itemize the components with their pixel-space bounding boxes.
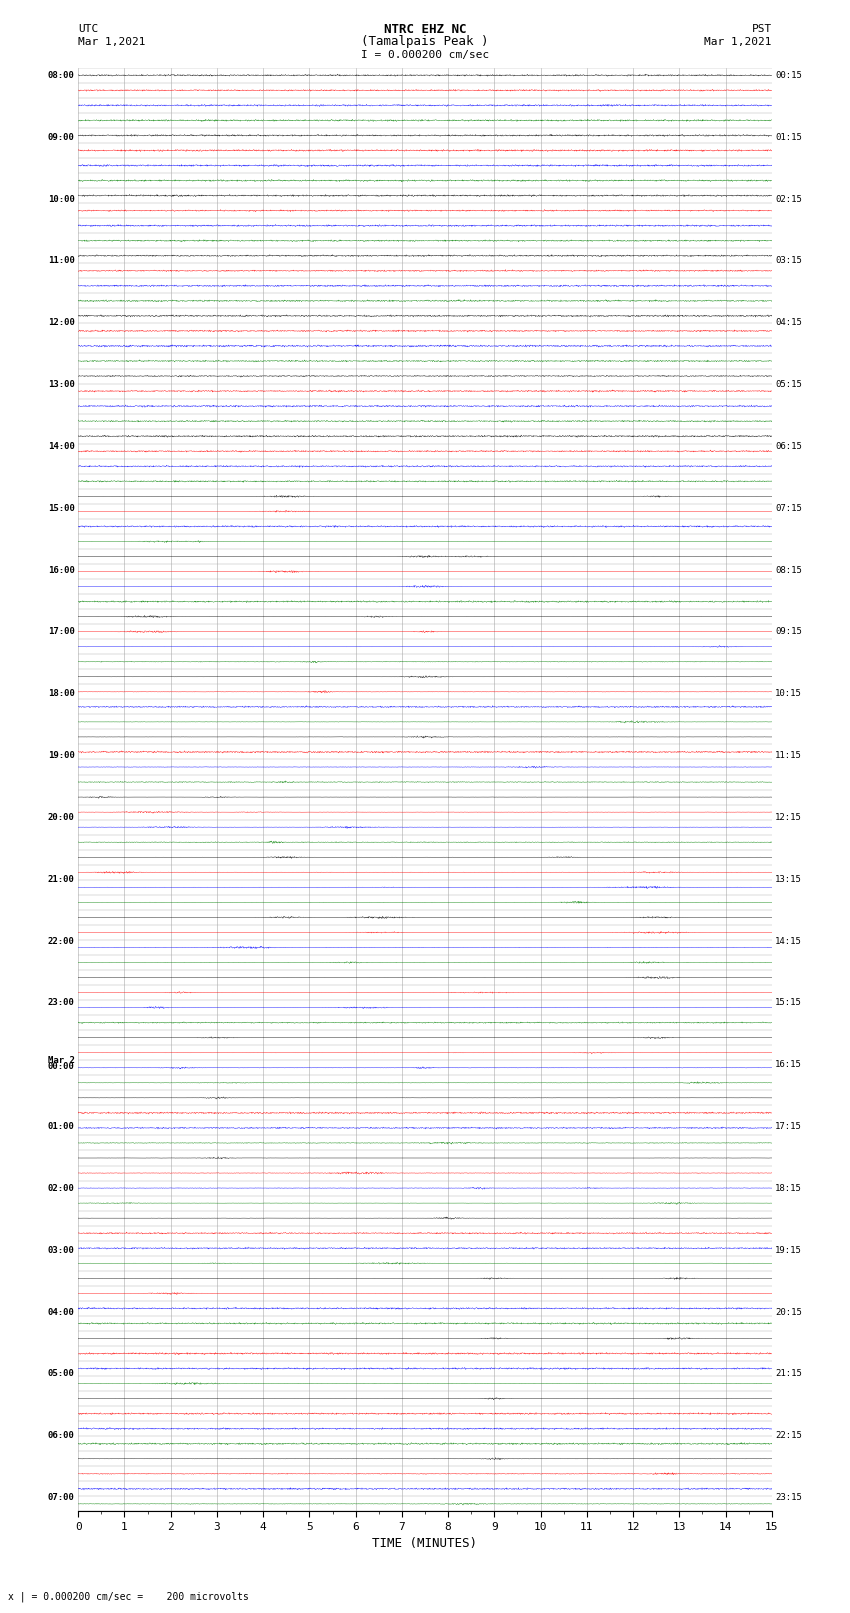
Text: (Tamalpais Peak ): (Tamalpais Peak )	[361, 35, 489, 48]
Text: 21:15: 21:15	[775, 1369, 802, 1379]
Text: 03:15: 03:15	[775, 256, 802, 266]
Text: 20:00: 20:00	[48, 813, 75, 823]
Text: 10:15: 10:15	[775, 689, 802, 698]
Text: 23:00: 23:00	[48, 998, 75, 1008]
Text: 07:00: 07:00	[48, 1494, 75, 1502]
Text: 17:15: 17:15	[775, 1123, 802, 1131]
Text: 08:00: 08:00	[48, 71, 75, 81]
Text: 08:15: 08:15	[775, 566, 802, 574]
Text: 10:00: 10:00	[48, 195, 75, 203]
Text: 11:00: 11:00	[48, 256, 75, 266]
Text: 18:00: 18:00	[48, 689, 75, 698]
Text: 05:00: 05:00	[48, 1369, 75, 1379]
Text: 09:15: 09:15	[775, 627, 802, 637]
Text: 06:00: 06:00	[48, 1431, 75, 1440]
Text: 23:15: 23:15	[775, 1494, 802, 1502]
Text: 14:00: 14:00	[48, 442, 75, 452]
Text: 07:15: 07:15	[775, 503, 802, 513]
Text: 02:15: 02:15	[775, 195, 802, 203]
Text: NTRC EHZ NC: NTRC EHZ NC	[383, 23, 467, 35]
Text: UTC: UTC	[78, 24, 99, 34]
Text: Mar 1,2021: Mar 1,2021	[78, 37, 145, 47]
Text: Mar 2: Mar 2	[48, 1055, 75, 1065]
Text: x | = 0.000200 cm/sec =    200 microvolts: x | = 0.000200 cm/sec = 200 microvolts	[8, 1592, 249, 1602]
X-axis label: TIME (MINUTES): TIME (MINUTES)	[372, 1537, 478, 1550]
Text: 02:00: 02:00	[48, 1184, 75, 1194]
Text: 19:15: 19:15	[775, 1245, 802, 1255]
Text: 17:00: 17:00	[48, 627, 75, 637]
Text: 20:15: 20:15	[775, 1308, 802, 1316]
Text: 01:00: 01:00	[48, 1123, 75, 1131]
Text: 18:15: 18:15	[775, 1184, 802, 1194]
Text: 15:15: 15:15	[775, 998, 802, 1008]
Text: 00:15: 00:15	[775, 71, 802, 81]
Text: 14:15: 14:15	[775, 937, 802, 945]
Text: 06:15: 06:15	[775, 442, 802, 452]
Text: 00:00: 00:00	[48, 1061, 75, 1071]
Text: 15:00: 15:00	[48, 503, 75, 513]
Text: 05:15: 05:15	[775, 381, 802, 389]
Text: 13:00: 13:00	[48, 381, 75, 389]
Text: 13:15: 13:15	[775, 874, 802, 884]
Text: 22:00: 22:00	[48, 937, 75, 945]
Text: 19:00: 19:00	[48, 752, 75, 760]
Text: 04:00: 04:00	[48, 1308, 75, 1316]
Text: 03:00: 03:00	[48, 1245, 75, 1255]
Text: Mar 1,2021: Mar 1,2021	[705, 37, 772, 47]
Text: I = 0.000200 cm/sec: I = 0.000200 cm/sec	[361, 50, 489, 60]
Text: PST: PST	[751, 24, 772, 34]
Text: 12:15: 12:15	[775, 813, 802, 823]
Text: 01:15: 01:15	[775, 132, 802, 142]
Text: 11:15: 11:15	[775, 752, 802, 760]
Text: 12:00: 12:00	[48, 318, 75, 327]
Text: 04:15: 04:15	[775, 318, 802, 327]
Text: 16:15: 16:15	[775, 1060, 802, 1069]
Text: 09:00: 09:00	[48, 132, 75, 142]
Text: 21:00: 21:00	[48, 874, 75, 884]
Text: 22:15: 22:15	[775, 1431, 802, 1440]
Text: 16:00: 16:00	[48, 566, 75, 574]
